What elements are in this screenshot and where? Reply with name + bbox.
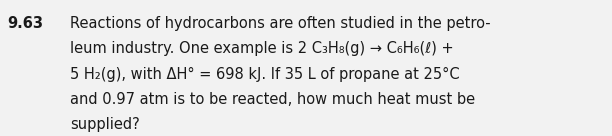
Text: 5 H₂(g), with ΔH° = 698 kJ. If 35 L of propane at 25°C: 5 H₂(g), with ΔH° = 698 kJ. If 35 L of p… bbox=[70, 67, 460, 82]
Text: and 0.97 atm is to be reacted, how much heat must be: and 0.97 atm is to be reacted, how much … bbox=[70, 92, 476, 107]
Text: supplied?: supplied? bbox=[70, 117, 140, 132]
Text: leum industry. One example is 2 C₃H₈(g) → C₆H₆(ℓ) +: leum industry. One example is 2 C₃H₈(g) … bbox=[70, 41, 454, 56]
Text: Reactions of hydrocarbons are often studied in the petro-: Reactions of hydrocarbons are often stud… bbox=[70, 16, 491, 31]
Text: 9.63: 9.63 bbox=[7, 16, 43, 31]
